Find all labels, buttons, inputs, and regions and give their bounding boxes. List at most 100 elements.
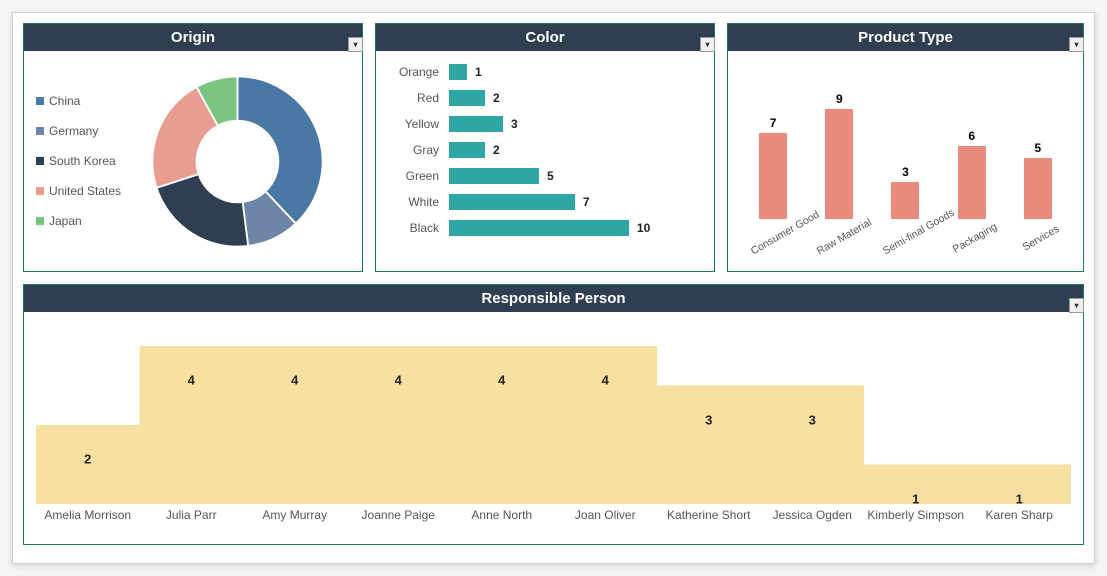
hbar-value: 3 bbox=[511, 116, 518, 132]
area-value: 4 bbox=[291, 373, 298, 388]
origin-body: China Germany South Korea United States Japa… bbox=[24, 51, 362, 271]
hbar-row: Green 5 bbox=[384, 163, 706, 189]
origin-legend: China Germany South Korea United States Japa… bbox=[32, 94, 121, 228]
vbar-value: 5 bbox=[1035, 141, 1042, 155]
donut-slice[interactable] bbox=[157, 174, 249, 246]
hbar-value: 2 bbox=[493, 90, 500, 106]
vbar-fill[interactable] bbox=[759, 133, 787, 219]
hbar-label: White bbox=[384, 195, 449, 209]
hbar-fill[interactable] bbox=[449, 116, 503, 132]
area-value: 4 bbox=[188, 373, 195, 388]
vbar-label: Semi-final Goods bbox=[881, 219, 935, 257]
area-value: 4 bbox=[498, 373, 505, 388]
area-label: Kimberly Simpson bbox=[864, 508, 968, 522]
hbar-track: 2 bbox=[449, 90, 706, 106]
vbar-label: Raw Material bbox=[815, 219, 869, 257]
vbar-column: 5 bbox=[1010, 141, 1066, 219]
hbar-value: 7 bbox=[583, 194, 590, 210]
vbar-column: 7 bbox=[745, 116, 801, 219]
responsible-person-panel: Responsible Person ▾ 2444443311 Amelia M… bbox=[23, 284, 1084, 545]
area-value: 1 bbox=[912, 491, 919, 506]
area-label: Joan Oliver bbox=[554, 508, 658, 522]
area-label: Jessica Ogden bbox=[761, 508, 865, 522]
color-filter-button[interactable]: ▾ bbox=[700, 37, 715, 52]
legend-item[interactable]: Germany bbox=[36, 124, 121, 138]
area-label: Karen Sharp bbox=[968, 508, 1072, 522]
responsible-person-body: 2444443311 Amelia MorrisonJulia ParrAmy … bbox=[24, 324, 1083, 544]
area-label: Joanne Paige bbox=[347, 508, 451, 522]
hbar-row: White 7 bbox=[384, 189, 706, 215]
hbar-track: 2 bbox=[449, 142, 706, 158]
area-value: 3 bbox=[705, 412, 712, 427]
hbar-fill[interactable] bbox=[449, 90, 485, 106]
hbar-fill[interactable] bbox=[449, 142, 485, 158]
legend-swatch bbox=[36, 157, 44, 165]
vbar-value: 6 bbox=[968, 129, 975, 143]
responsible-person-title: Responsible Person bbox=[481, 290, 625, 307]
area-fill[interactable] bbox=[36, 346, 1071, 504]
responsible-person-header: Responsible Person ▾ bbox=[24, 285, 1083, 312]
hbar-value: 5 bbox=[547, 168, 554, 184]
dashboard: Origin ▾ China Germany South Korea United S… bbox=[12, 12, 1095, 564]
legend-label: Japan bbox=[49, 214, 82, 228]
legend-item[interactable]: Japan bbox=[36, 214, 121, 228]
vbar-column: 9 bbox=[811, 92, 867, 219]
legend-swatch bbox=[36, 187, 44, 195]
hbar-fill[interactable] bbox=[449, 64, 467, 80]
vbar-value: 3 bbox=[902, 165, 909, 179]
area-value: 4 bbox=[602, 373, 609, 388]
origin-filter-button[interactable]: ▾ bbox=[348, 37, 363, 52]
hbar-track: 1 bbox=[449, 64, 706, 80]
legend-label: South Korea bbox=[49, 154, 116, 168]
origin-donut-chart bbox=[145, 69, 330, 254]
vbar-fill[interactable] bbox=[891, 182, 919, 219]
product-type-title: Product Type bbox=[858, 29, 953, 46]
hbar-row: Black10 bbox=[384, 215, 706, 241]
legend-item[interactable]: United States bbox=[36, 184, 121, 198]
hbar-label: Red bbox=[384, 91, 449, 105]
responsible-person-area-chart: 2444443311 bbox=[36, 324, 1071, 504]
area-label: Katherine Short bbox=[657, 508, 761, 522]
color-body: Orange1 Red 2 Yellow 3 Gray2 Green 5 White 7 Black… bbox=[376, 51, 714, 271]
vbar-fill[interactable] bbox=[1024, 158, 1052, 219]
product-type-labels: Consumer GoodRaw MaterialSemi-final Good… bbox=[736, 219, 1075, 245]
hbar-row: Gray2 bbox=[384, 137, 706, 163]
color-panel: Color ▾ Orange1 Red 2 Yellow 3 Gray2 Green 5 Whi… bbox=[375, 23, 715, 272]
hbar-track: 5 bbox=[449, 168, 706, 184]
hbar-label: Yellow bbox=[384, 117, 449, 131]
vbar-value: 7 bbox=[770, 116, 777, 130]
origin-header: Origin ▾ bbox=[24, 24, 362, 51]
hbar-fill[interactable] bbox=[449, 194, 575, 210]
hbar-label: Black bbox=[384, 221, 449, 235]
vbar-label: Services bbox=[1014, 219, 1068, 257]
product-type-bars: 7 9 3 6 5 bbox=[736, 59, 1075, 219]
hbar-label: Green bbox=[384, 169, 449, 183]
product-type-filter-button[interactable]: ▾ bbox=[1069, 37, 1084, 52]
vbar-fill[interactable] bbox=[958, 146, 986, 219]
vbar-column: 3 bbox=[877, 165, 933, 219]
origin-donut-wrap bbox=[121, 69, 354, 254]
hbar-row: Orange1 bbox=[384, 59, 706, 85]
area-value: 2 bbox=[84, 452, 91, 467]
product-type-panel: Product Type ▾ 7 9 3 6 5 Consumer GoodRaw Ma… bbox=[727, 23, 1084, 272]
vbar-column: 6 bbox=[944, 129, 1000, 219]
area-label: Amelia Morrison bbox=[36, 508, 140, 522]
legend-label: China bbox=[49, 94, 80, 108]
color-title: Color bbox=[525, 29, 564, 46]
origin-title: Origin bbox=[171, 29, 215, 46]
legend-item[interactable]: China bbox=[36, 94, 121, 108]
vbar-fill[interactable] bbox=[825, 109, 853, 219]
vbar-value: 9 bbox=[836, 92, 843, 106]
area-value: 3 bbox=[809, 412, 816, 427]
color-header: Color ▾ bbox=[376, 24, 714, 51]
responsible-person-filter-button[interactable]: ▾ bbox=[1069, 298, 1084, 313]
hbar-track: 10 bbox=[449, 220, 706, 236]
origin-panel: Origin ▾ China Germany South Korea United S… bbox=[23, 23, 363, 272]
hbar-fill[interactable] bbox=[449, 220, 629, 236]
area-label: Julia Parr bbox=[140, 508, 244, 522]
legend-item[interactable]: South Korea bbox=[36, 154, 121, 168]
product-type-body: 7 9 3 6 5 Consumer GoodRaw MaterialSemi-fina… bbox=[728, 51, 1083, 271]
hbar-fill[interactable] bbox=[449, 168, 539, 184]
legend-label: Germany bbox=[49, 124, 98, 138]
hbar-value: 2 bbox=[493, 142, 500, 158]
